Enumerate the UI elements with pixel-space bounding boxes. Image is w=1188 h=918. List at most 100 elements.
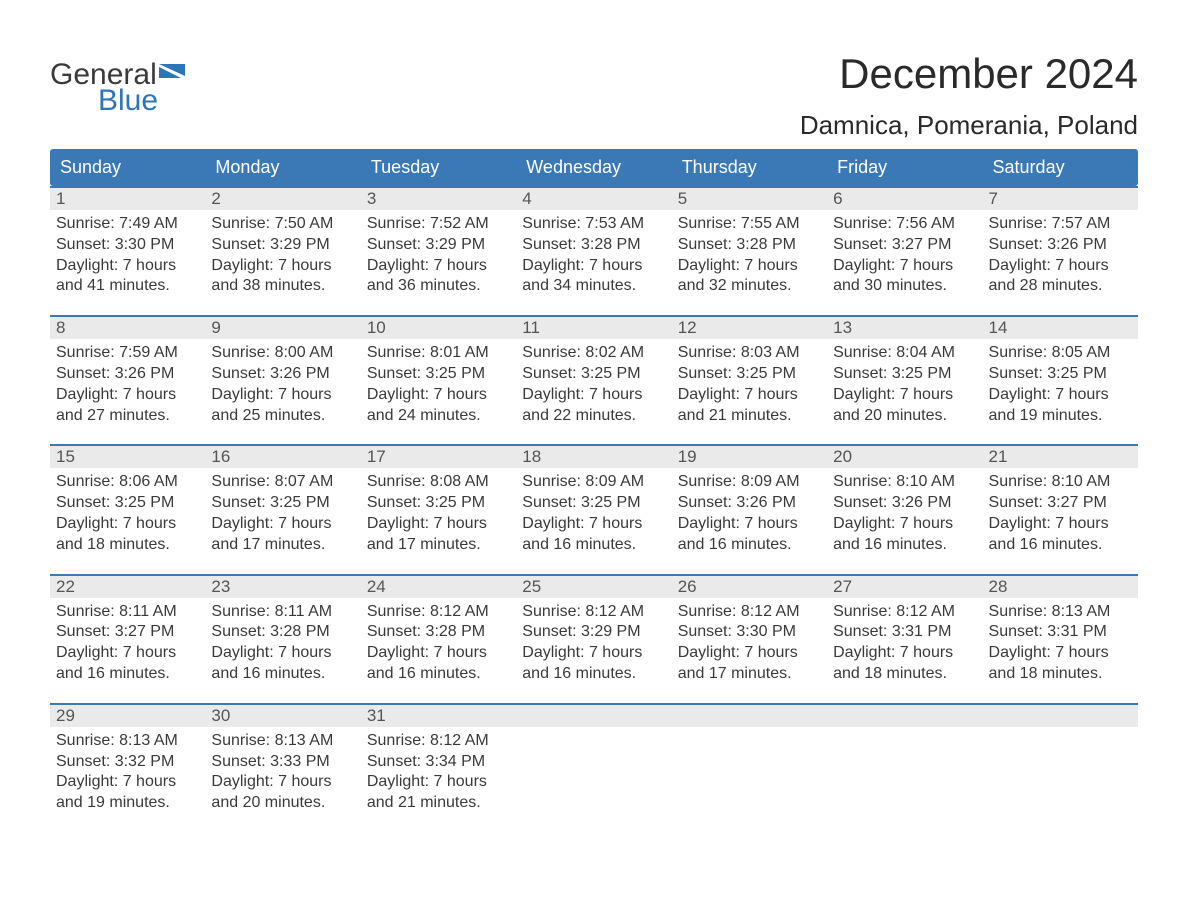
daylight-line-2: and 27 minutes. — [56, 406, 199, 427]
day-body: Sunrise: 8:12 AMSunset: 3:29 PMDaylight:… — [516, 598, 671, 685]
calendar-day-cell: . — [672, 705, 827, 814]
day-body: Sunrise: 8:11 AMSunset: 3:27 PMDaylight:… — [50, 598, 205, 685]
calendar-day-cell: 15Sunrise: 8:06 AMSunset: 3:25 PMDayligh… — [50, 446, 205, 555]
sunrise-text: Sunrise: 8:13 AM — [989, 602, 1132, 623]
daylight-line-2: and 16 minutes. — [56, 664, 199, 685]
header-sunday: Sunday — [50, 149, 205, 186]
day-number: 22 — [50, 576, 205, 598]
calendar-day-cell: 30Sunrise: 8:13 AMSunset: 3:33 PMDayligh… — [205, 705, 360, 814]
calendar-day-cell: 8Sunrise: 7:59 AMSunset: 3:26 PMDaylight… — [50, 317, 205, 426]
day-number: 24 — [361, 576, 516, 598]
day-body: Sunrise: 8:08 AMSunset: 3:25 PMDaylight:… — [361, 468, 516, 555]
day-body: Sunrise: 7:49 AMSunset: 3:30 PMDaylight:… — [50, 210, 205, 297]
daylight-line-1: Daylight: 7 hours — [211, 385, 354, 406]
sunrise-text: Sunrise: 8:11 AM — [211, 602, 354, 623]
day-number: 31 — [361, 705, 516, 727]
daylight-line-2: and 25 minutes. — [211, 406, 354, 427]
daylight-line-1: Daylight: 7 hours — [211, 256, 354, 277]
calendar-day-cell: 13Sunrise: 8:04 AMSunset: 3:25 PMDayligh… — [827, 317, 982, 426]
day-body: Sunrise: 8:11 AMSunset: 3:28 PMDaylight:… — [205, 598, 360, 685]
header-region: General Blue December 2024 Damnica, Pome… — [50, 50, 1138, 141]
sunset-text: Sunset: 3:27 PM — [833, 235, 976, 256]
daylight-line-1: Daylight: 7 hours — [56, 256, 199, 277]
day-number: 25 — [516, 576, 671, 598]
sunset-text: Sunset: 3:30 PM — [678, 622, 821, 643]
daylight-line-1: Daylight: 7 hours — [522, 514, 665, 535]
day-number: 19 — [672, 446, 827, 468]
daylight-line-1: Daylight: 7 hours — [678, 385, 821, 406]
sunset-text: Sunset: 3:25 PM — [56, 493, 199, 514]
calendar-day-cell: 23Sunrise: 8:11 AMSunset: 3:28 PMDayligh… — [205, 576, 360, 685]
day-body: Sunrise: 8:07 AMSunset: 3:25 PMDaylight:… — [205, 468, 360, 555]
sunset-text: Sunset: 3:31 PM — [833, 622, 976, 643]
sunrise-text: Sunrise: 8:12 AM — [367, 731, 510, 752]
calendar-day-cell: 5Sunrise: 7:55 AMSunset: 3:28 PMDaylight… — [672, 188, 827, 297]
day-body: Sunrise: 8:13 AMSunset: 3:33 PMDaylight:… — [205, 727, 360, 814]
sunrise-text: Sunrise: 8:01 AM — [367, 343, 510, 364]
day-number: . — [827, 705, 982, 727]
day-number: 11 — [516, 317, 671, 339]
sunset-text: Sunset: 3:26 PM — [56, 364, 199, 385]
day-body: Sunrise: 7:59 AMSunset: 3:26 PMDaylight:… — [50, 339, 205, 426]
calendar-day-cell: 24Sunrise: 8:12 AMSunset: 3:28 PMDayligh… — [361, 576, 516, 685]
sunrise-text: Sunrise: 7:56 AM — [833, 214, 976, 235]
calendar-day-cell: 2Sunrise: 7:50 AMSunset: 3:29 PMDaylight… — [205, 188, 360, 297]
sunrise-text: Sunrise: 7:53 AM — [522, 214, 665, 235]
day-number: 20 — [827, 446, 982, 468]
day-number: . — [672, 705, 827, 727]
sunset-text: Sunset: 3:25 PM — [522, 493, 665, 514]
day-body: Sunrise: 7:50 AMSunset: 3:29 PMDaylight:… — [205, 210, 360, 297]
daylight-line-1: Daylight: 7 hours — [367, 385, 510, 406]
daylight-line-2: and 18 minutes. — [989, 664, 1132, 685]
daylight-line-2: and 21 minutes. — [367, 793, 510, 814]
calendar-day-cell: 14Sunrise: 8:05 AMSunset: 3:25 PMDayligh… — [983, 317, 1138, 426]
daylight-line-1: Daylight: 7 hours — [522, 385, 665, 406]
sunset-text: Sunset: 3:29 PM — [367, 235, 510, 256]
day-body: Sunrise: 8:09 AMSunset: 3:25 PMDaylight:… — [516, 468, 671, 555]
sunrise-text: Sunrise: 7:52 AM — [367, 214, 510, 235]
header-thursday: Thursday — [672, 149, 827, 186]
day-number: 6 — [827, 188, 982, 210]
day-body: Sunrise: 7:57 AMSunset: 3:26 PMDaylight:… — [983, 210, 1138, 297]
calendar-day-cell: 18Sunrise: 8:09 AMSunset: 3:25 PMDayligh… — [516, 446, 671, 555]
daylight-line-1: Daylight: 7 hours — [56, 385, 199, 406]
sunrise-text: Sunrise: 8:10 AM — [833, 472, 976, 493]
calendar-day-cell: 7Sunrise: 7:57 AMSunset: 3:26 PMDaylight… — [983, 188, 1138, 297]
daylight-line-2: and 16 minutes. — [833, 535, 976, 556]
sunrise-text: Sunrise: 8:13 AM — [56, 731, 199, 752]
day-number: 21 — [983, 446, 1138, 468]
calendar-week-row: 29Sunrise: 8:13 AMSunset: 3:32 PMDayligh… — [50, 703, 1138, 814]
daylight-line-2: and 18 minutes. — [833, 664, 976, 685]
daylight-line-2: and 16 minutes. — [678, 535, 821, 556]
day-body: Sunrise: 7:53 AMSunset: 3:28 PMDaylight:… — [516, 210, 671, 297]
sunrise-text: Sunrise: 8:06 AM — [56, 472, 199, 493]
sunset-text: Sunset: 3:34 PM — [367, 752, 510, 773]
logo-word-2: Blue — [98, 86, 189, 116]
day-body: Sunrise: 8:06 AMSunset: 3:25 PMDaylight:… — [50, 468, 205, 555]
daylight-line-1: Daylight: 7 hours — [367, 772, 510, 793]
header-friday: Friday — [827, 149, 982, 186]
day-body: Sunrise: 8:09 AMSunset: 3:26 PMDaylight:… — [672, 468, 827, 555]
calendar-weeks: 1Sunrise: 7:49 AMSunset: 3:30 PMDaylight… — [50, 186, 1138, 814]
day-number: . — [983, 705, 1138, 727]
daylight-line-2: and 16 minutes. — [367, 664, 510, 685]
day-number: 30 — [205, 705, 360, 727]
day-body: Sunrise: 8:12 AMSunset: 3:30 PMDaylight:… — [672, 598, 827, 685]
daylight-line-1: Daylight: 7 hours — [522, 643, 665, 664]
daylight-line-2: and 32 minutes. — [678, 276, 821, 297]
day-number: 13 — [827, 317, 982, 339]
sunrise-text: Sunrise: 8:12 AM — [833, 602, 976, 623]
calendar-day-cell: 25Sunrise: 8:12 AMSunset: 3:29 PMDayligh… — [516, 576, 671, 685]
daylight-line-1: Daylight: 7 hours — [56, 772, 199, 793]
calendar-day-cell: 11Sunrise: 8:02 AMSunset: 3:25 PMDayligh… — [516, 317, 671, 426]
daylight-line-2: and 20 minutes. — [833, 406, 976, 427]
sunset-text: Sunset: 3:25 PM — [989, 364, 1132, 385]
header-wednesday: Wednesday — [516, 149, 671, 186]
daylight-line-2: and 21 minutes. — [678, 406, 821, 427]
daylight-line-2: and 28 minutes. — [989, 276, 1132, 297]
calendar-week-row: 8Sunrise: 7:59 AMSunset: 3:26 PMDaylight… — [50, 315, 1138, 426]
day-body: Sunrise: 8:10 AMSunset: 3:27 PMDaylight:… — [983, 468, 1138, 555]
daylight-line-1: Daylight: 7 hours — [989, 514, 1132, 535]
daylight-line-2: and 16 minutes. — [522, 664, 665, 685]
daylight-line-1: Daylight: 7 hours — [833, 256, 976, 277]
